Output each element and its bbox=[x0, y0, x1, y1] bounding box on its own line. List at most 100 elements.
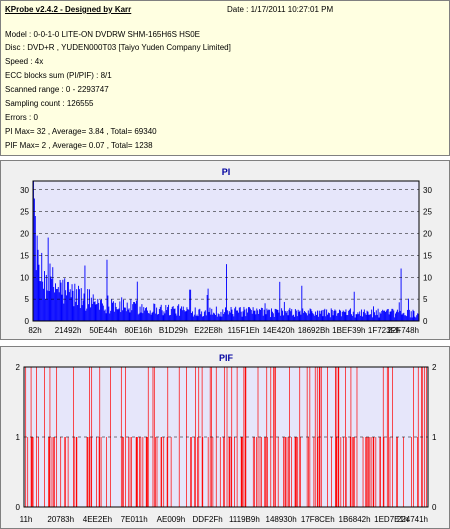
pi-bar bbox=[407, 298, 409, 321]
pi-bar bbox=[65, 290, 67, 321]
pi-bar bbox=[269, 309, 271, 321]
pi-bar bbox=[380, 313, 382, 321]
pif-bar bbox=[146, 437, 148, 507]
pi-bars bbox=[33, 181, 419, 322]
pi-bar bbox=[149, 310, 151, 321]
pif-bar bbox=[244, 367, 246, 507]
pi-bar bbox=[402, 313, 404, 321]
pi-bar bbox=[207, 288, 209, 321]
pi-xtick-label: 18692Bh bbox=[298, 326, 330, 335]
pi-bar bbox=[229, 312, 231, 321]
pi-bar bbox=[194, 307, 196, 321]
pi-bar bbox=[57, 287, 59, 321]
pi-bar bbox=[359, 311, 361, 321]
pi-bar bbox=[60, 282, 62, 321]
pif-bar bbox=[223, 437, 225, 507]
pif-bar bbox=[386, 367, 388, 507]
pif-bar bbox=[139, 437, 140, 507]
pi-ytick-left: 30 bbox=[20, 186, 29, 195]
pif-bar bbox=[27, 437, 29, 507]
pi-bar bbox=[299, 310, 301, 321]
pi-bar bbox=[293, 314, 295, 321]
pi-bar bbox=[74, 283, 76, 321]
pif-xtick-label: DDF2Fh bbox=[193, 515, 223, 524]
pi-ytick-right: 15 bbox=[423, 251, 432, 260]
pi-bar bbox=[373, 306, 374, 321]
pi-bar bbox=[373, 312, 375, 321]
pif-bar bbox=[73, 437, 75, 507]
pi-bar bbox=[193, 314, 195, 321]
pi-bar bbox=[387, 308, 389, 321]
pi-bar bbox=[318, 310, 320, 321]
pi-bar bbox=[135, 300, 137, 321]
pi-bar bbox=[180, 306, 182, 321]
pi-bar bbox=[396, 309, 398, 321]
pif-bar bbox=[294, 437, 296, 507]
pi-bar bbox=[244, 309, 246, 321]
pi-bar bbox=[388, 314, 390, 321]
pi-bar bbox=[246, 308, 248, 321]
pi-bar bbox=[182, 306, 184, 321]
pif-bar bbox=[313, 437, 315, 507]
pi-bar bbox=[309, 308, 311, 321]
pif-bar bbox=[136, 437, 138, 507]
pi-bar bbox=[45, 274, 47, 321]
pi-bar bbox=[252, 307, 254, 321]
pif-bar bbox=[142, 437, 144, 507]
pi-bar bbox=[247, 312, 249, 321]
pi-bar bbox=[104, 309, 106, 321]
pi-bar bbox=[230, 306, 232, 321]
pi-bar bbox=[211, 308, 213, 321]
pi-bar bbox=[192, 316, 194, 321]
pi-bar bbox=[287, 315, 289, 321]
pi-bar bbox=[196, 314, 198, 321]
pif-bar bbox=[195, 367, 196, 507]
pif-bar bbox=[380, 437, 381, 507]
pif-bar bbox=[167, 367, 169, 507]
pi-bar bbox=[200, 314, 202, 321]
pi-bar bbox=[35, 270, 37, 321]
pi-bar bbox=[87, 289, 89, 321]
pi-bar bbox=[168, 304, 170, 321]
info-scanned-range: Scanned range : 0 - 2293747 bbox=[5, 85, 109, 94]
pi-xtick-label: 22F748h bbox=[387, 326, 419, 335]
pi-bar bbox=[169, 315, 170, 321]
pi-bar bbox=[34, 216, 36, 321]
pi-bar bbox=[363, 309, 365, 321]
pi-bar bbox=[342, 310, 344, 321]
pif-bar bbox=[383, 437, 385, 507]
pi-bar bbox=[340, 316, 342, 321]
pi-bar bbox=[400, 268, 402, 321]
pi-bar bbox=[96, 304, 98, 321]
pi-bar bbox=[279, 281, 281, 321]
pi-bar bbox=[209, 307, 211, 321]
pi-bar bbox=[395, 313, 397, 321]
pif-bar bbox=[284, 437, 286, 507]
pi-bar bbox=[260, 307, 262, 321]
pi-ytick-right: 0 bbox=[423, 317, 428, 326]
pi-bar bbox=[338, 312, 340, 321]
pif-bar bbox=[100, 437, 102, 507]
pi-bar bbox=[44, 298, 46, 321]
pi-bar bbox=[109, 313, 111, 321]
pif-bar bbox=[128, 437, 130, 507]
pi-bar bbox=[316, 314, 317, 321]
pif-ytick-left: 0 bbox=[16, 503, 21, 512]
pi-bar bbox=[321, 309, 323, 321]
pi-bar bbox=[391, 308, 393, 321]
pi-bar bbox=[83, 293, 85, 321]
pif-bar bbox=[65, 437, 66, 507]
pi-bar bbox=[412, 309, 414, 321]
pif-bar bbox=[99, 367, 101, 507]
pi-bar bbox=[173, 308, 175, 321]
pif-bar bbox=[145, 437, 147, 507]
pi-bar bbox=[212, 314, 214, 321]
pif-bar bbox=[137, 437, 138, 507]
pi-bar bbox=[170, 308, 172, 321]
pi-bar bbox=[405, 315, 407, 321]
pi-bar bbox=[232, 314, 234, 321]
pi-bar bbox=[55, 283, 56, 321]
pif-bar bbox=[38, 437, 39, 507]
pi-bar bbox=[262, 315, 264, 321]
pi-bar bbox=[102, 305, 104, 321]
